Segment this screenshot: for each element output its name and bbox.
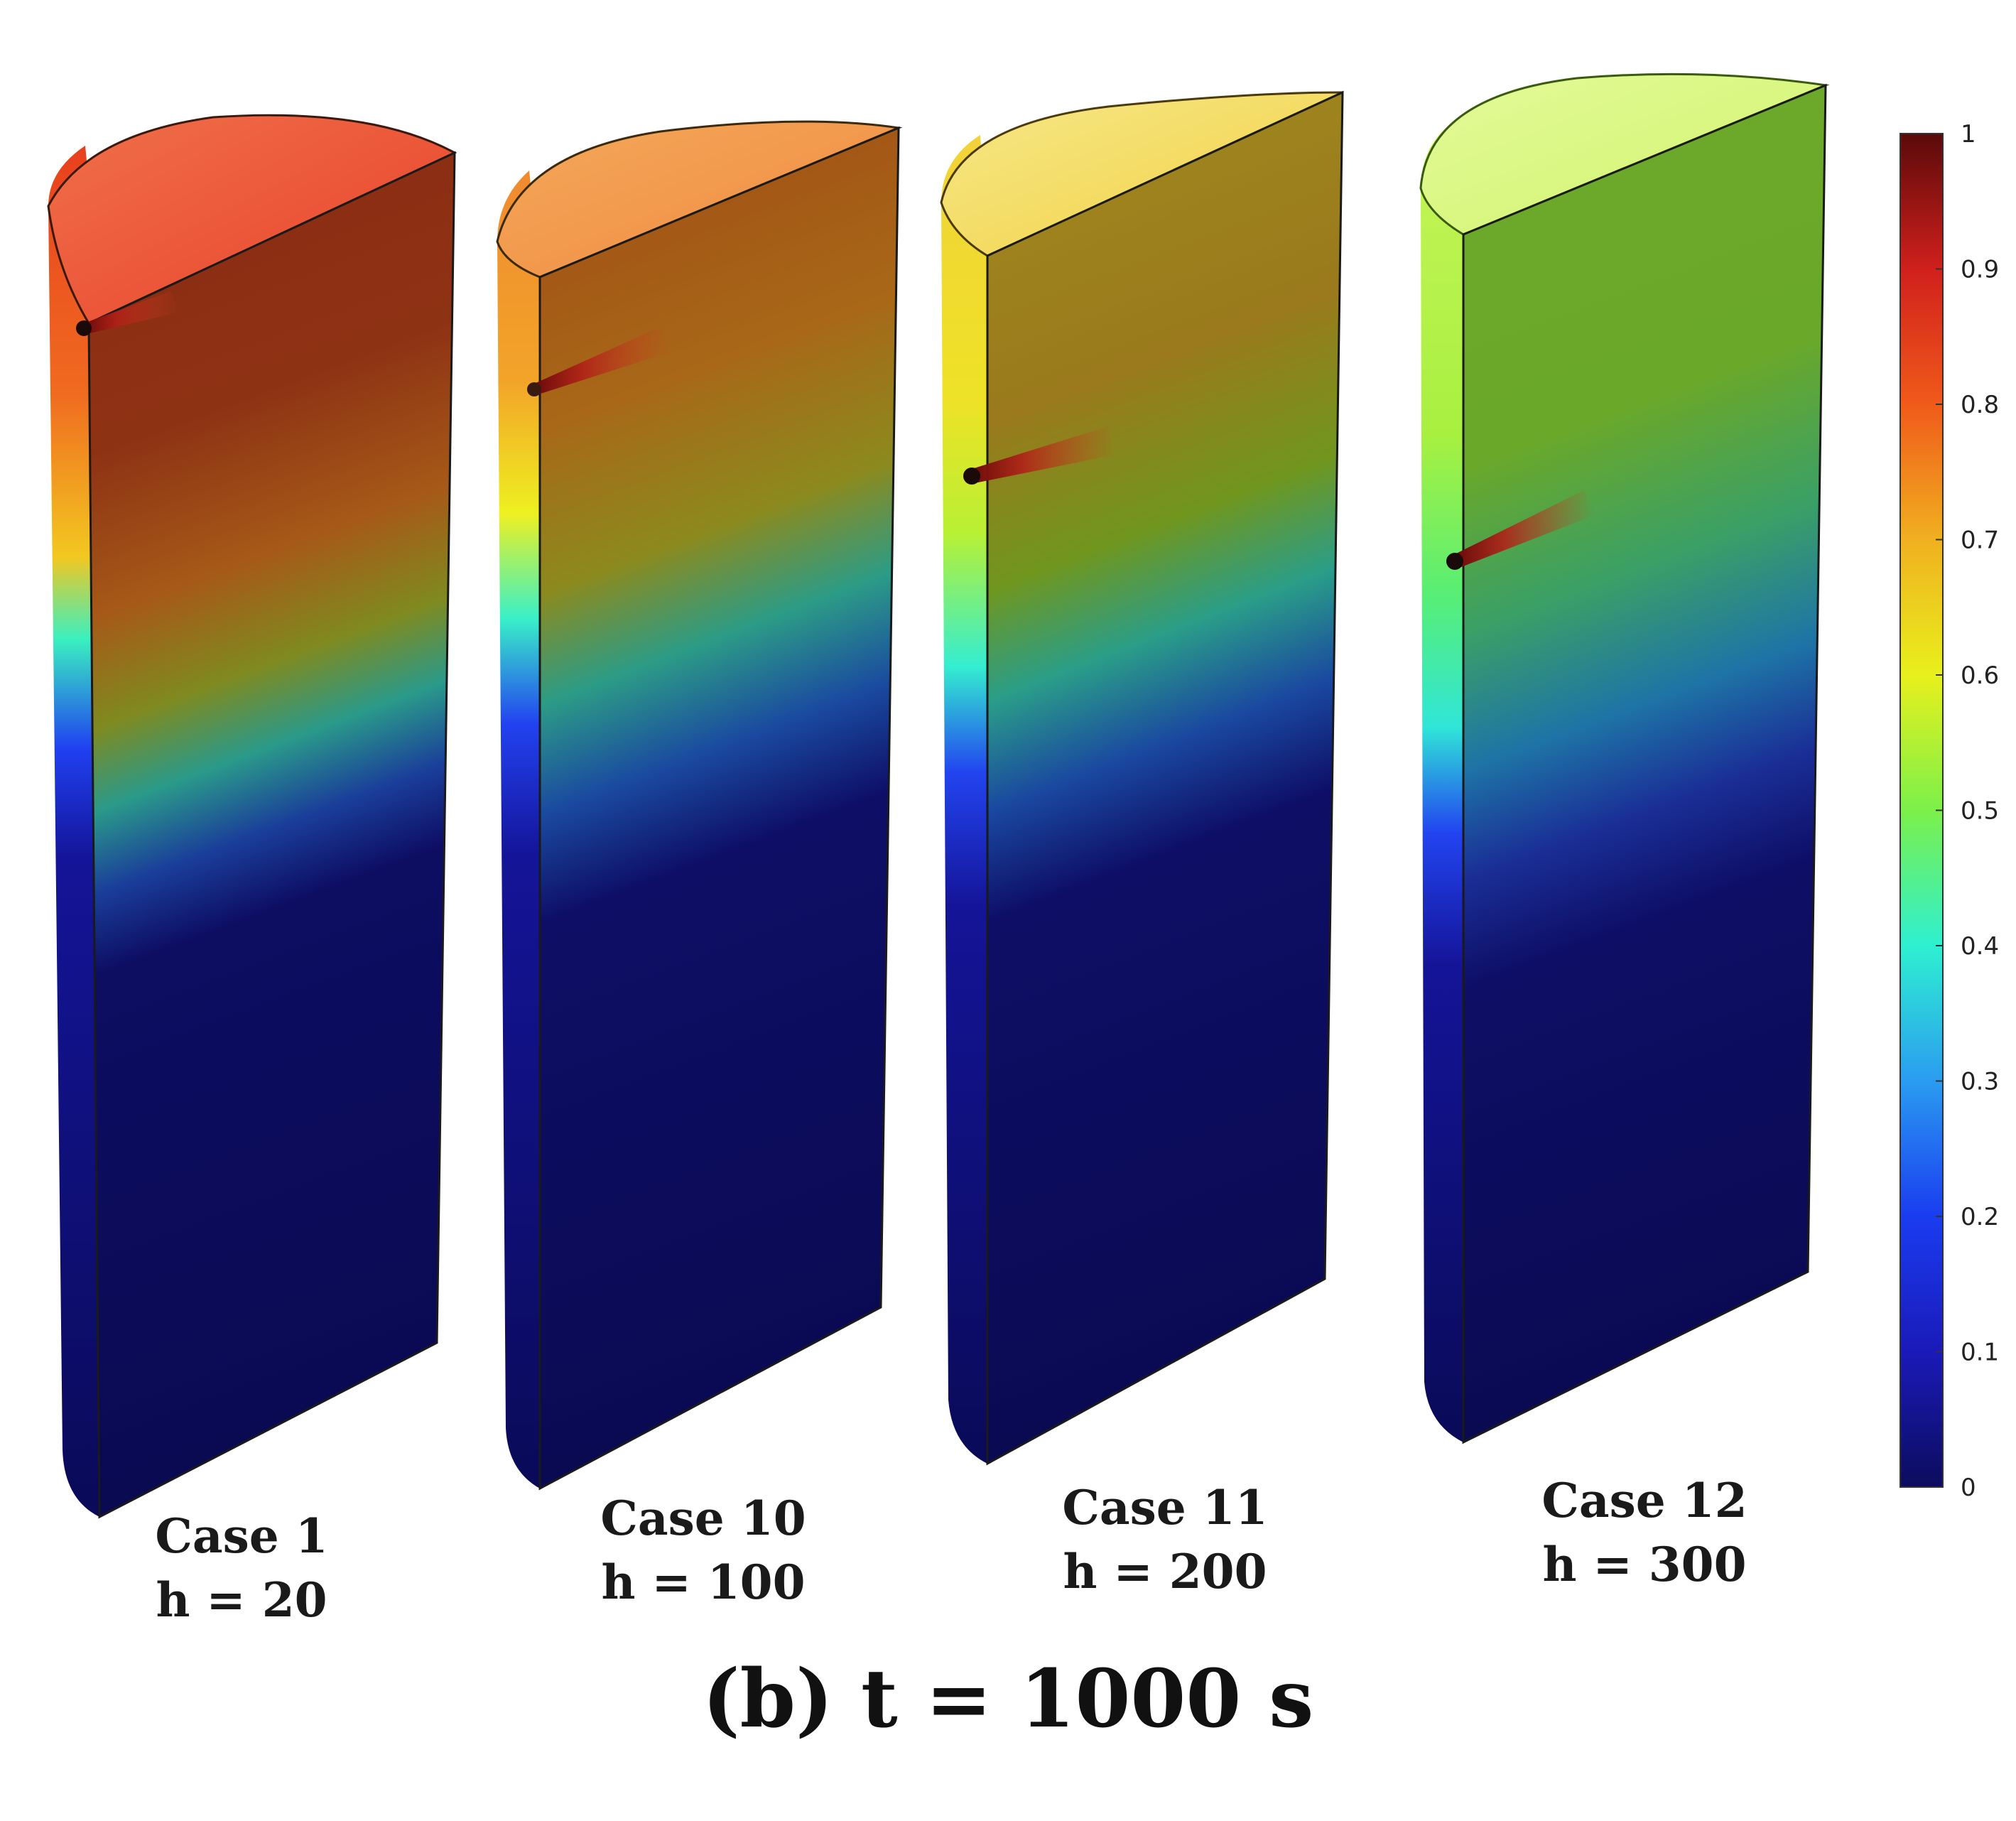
case-11-source xyxy=(963,468,980,485)
panel-case-10: Case 10 h = 100 xyxy=(496,120,903,1610)
colorbar-tick-label: 0.5 xyxy=(1961,797,1999,826)
case-10-side-surface xyxy=(497,171,540,1488)
case-12-cut-face xyxy=(1462,83,1827,1444)
case-12-top-surface xyxy=(1419,72,1830,236)
panel-case-12: Case 12 h = 300 xyxy=(1419,72,1830,1592)
case-11-top-surface xyxy=(940,91,1343,257)
colorbar-tick-label: 0.4 xyxy=(1961,932,1999,961)
figure-caption: (b) t = 1000 s xyxy=(703,1653,1314,1746)
colorbar-tick-label: 0 xyxy=(1961,1474,1976,1502)
colorbar-tick-label: 0.9 xyxy=(1961,256,1999,284)
case-12-h-label: h = 300 xyxy=(1542,1537,1746,1592)
case-1-plume xyxy=(84,291,178,334)
case-11-side-surface xyxy=(941,135,987,1464)
case-10-plume xyxy=(534,327,671,394)
case-12-side-surface xyxy=(1421,117,1463,1442)
colorbar-tick-label: 1 xyxy=(1961,120,1976,148)
panel-case-1: Case 1 h = 20 xyxy=(47,114,457,1628)
case-1-source xyxy=(76,320,92,336)
case-12-plume xyxy=(1455,490,1595,568)
colorbar-tick-label: 0.3 xyxy=(1961,1068,1999,1096)
panel-case-11: Case 11 h = 200 xyxy=(940,90,1344,1599)
case-12-label: Case 12 xyxy=(1541,1473,1747,1528)
colorbar-tick-label: 0.7 xyxy=(1961,526,1999,555)
case-10-top-surface xyxy=(496,120,903,279)
colorbar-ticks: 1 0.9 0.8 0.7 0.6 0.5 0.4 0.3 0.2 0.1 0 xyxy=(1936,120,1999,1502)
case-11-h-label: h = 200 xyxy=(1063,1544,1267,1599)
case-11-label: Case 11 xyxy=(1062,1480,1267,1535)
colorbar-tick-label: 0.8 xyxy=(1961,391,1999,419)
case-1-top-surface xyxy=(47,114,457,325)
colorbar: 1 0.9 0.8 0.7 0.6 0.5 0.4 0.3 0.2 0.1 0 xyxy=(1900,120,1999,1502)
colorbar-tick-label: 0.6 xyxy=(1961,661,1999,690)
case-10-source xyxy=(527,382,541,396)
case-1-label: Case 1 xyxy=(155,1508,327,1564)
case-10-label: Case 10 xyxy=(600,1491,806,1546)
case-11-plume xyxy=(972,426,1115,483)
case-1-side-surface xyxy=(48,146,99,1517)
case-10-h-label: h = 100 xyxy=(601,1555,805,1610)
case-11-cut-face xyxy=(986,90,1344,1466)
colorbar-tick-label: 0.1 xyxy=(1961,1339,1999,1367)
case-10-cut-face xyxy=(538,126,900,1491)
case-1-cut-face xyxy=(87,151,456,1519)
case-12-source xyxy=(1446,553,1463,570)
colorbar-tick-label: 0.2 xyxy=(1961,1203,1999,1231)
case-1-h-label: h = 20 xyxy=(156,1572,327,1628)
